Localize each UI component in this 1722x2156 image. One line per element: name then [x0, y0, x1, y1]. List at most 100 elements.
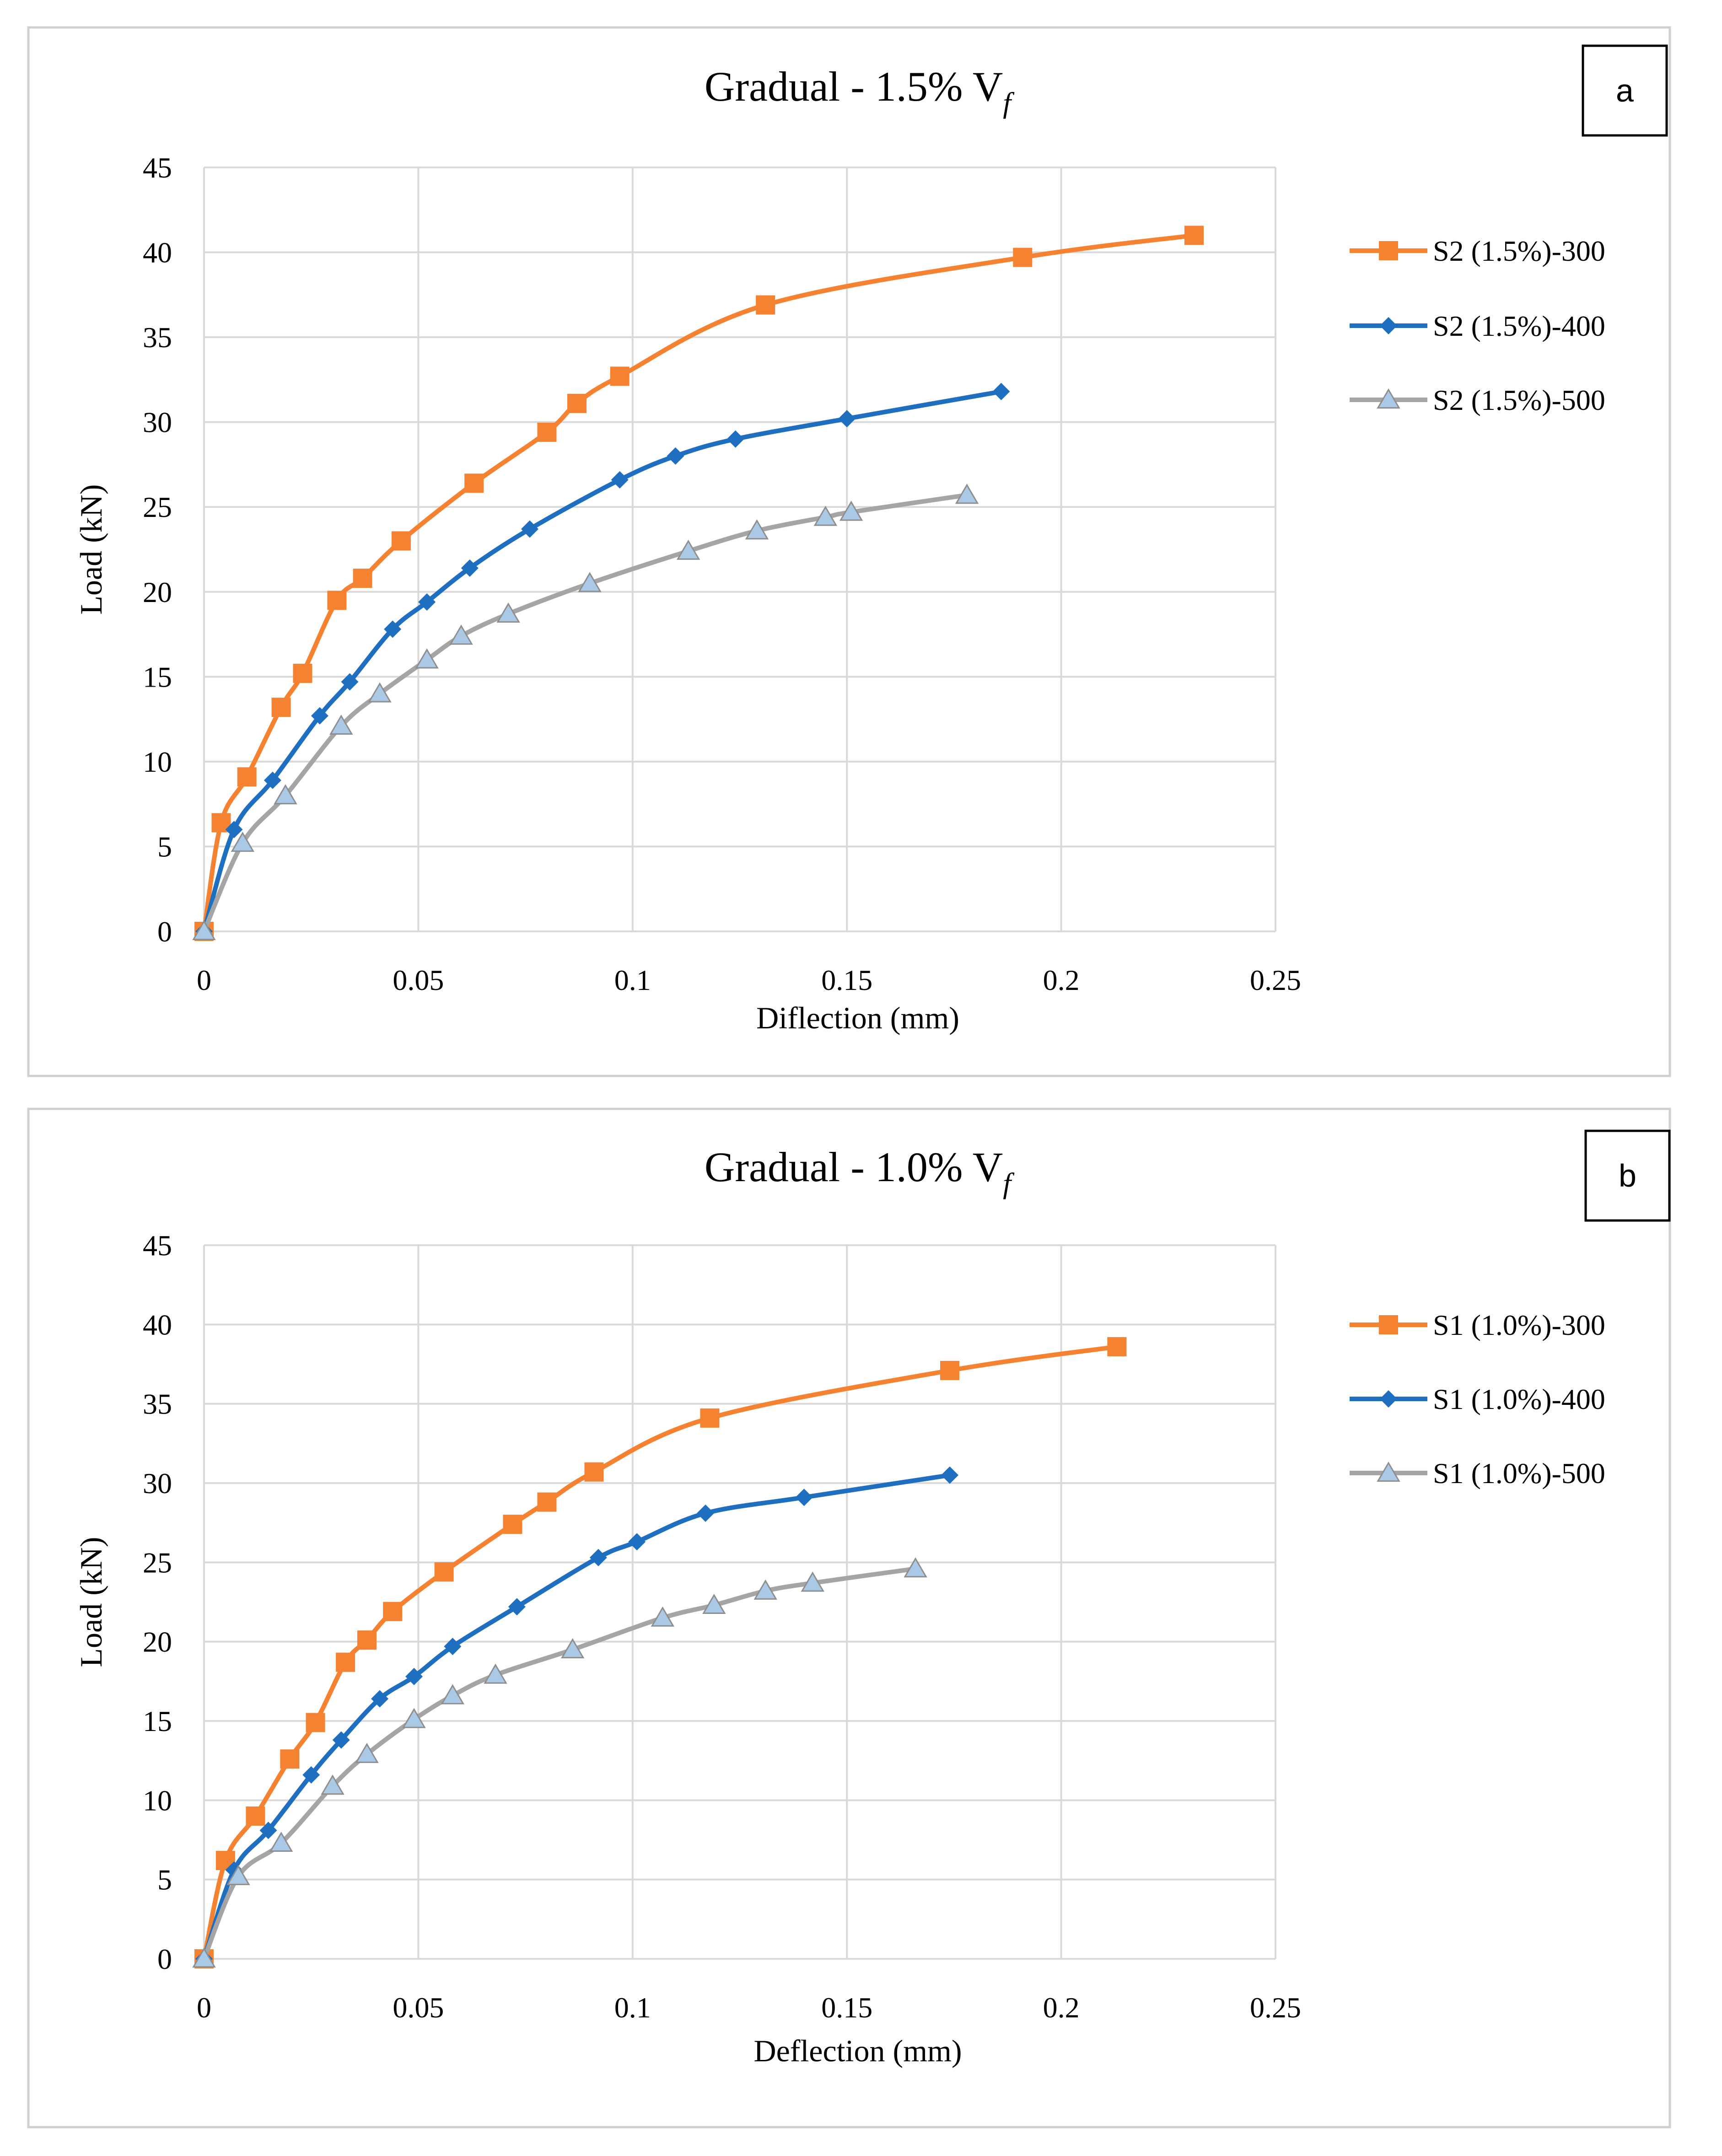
data-point: [1184, 226, 1204, 245]
data-point: [700, 1408, 720, 1428]
x-tick-label: 0.05: [393, 1991, 444, 2024]
x-axis-label: Diflection (mm): [756, 1000, 959, 1035]
data-point: [332, 1731, 350, 1749]
chart-panel-b: 0 5 10 15 20 25 30 35 40 45 0 0.05 0.1 0.15 0.2 0.25 Def…: [27, 1108, 1671, 2129]
y-tick-label: 40: [143, 237, 172, 269]
data-point: [537, 1492, 557, 1512]
data-point: [444, 1638, 462, 1656]
legend-marker: [1380, 317, 1397, 334]
panel-label: b: [1619, 1158, 1636, 1194]
series-line: [202, 233, 1196, 934]
data-point: [1013, 247, 1033, 267]
legend-label: S2 (1.5%)-500: [1433, 384, 1605, 416]
legend-marker: [1379, 1315, 1398, 1334]
data-point: [1107, 1337, 1127, 1356]
data-point: [503, 1515, 522, 1534]
data-point: [368, 682, 392, 703]
chart-panel-a: 0 5 10 15 20 25 30 35 40 45 0 0.05 0.1 0.15 0.2 0.25 Dif…: [27, 26, 1671, 1077]
x-tick-label: 0.2: [1043, 964, 1080, 996]
series-1: [194, 226, 1204, 941]
data-point: [537, 422, 557, 442]
data-point: [611, 471, 629, 489]
data-point: [578, 572, 602, 592]
data-point: [753, 1579, 777, 1600]
y-tick-label: 20: [143, 1626, 172, 1658]
legend-marker: [1379, 241, 1398, 260]
data-point: [801, 1571, 824, 1592]
legend-label: S1 (1.0%)-300: [1433, 1309, 1605, 1341]
data-point: [415, 648, 439, 669]
data-point: [726, 430, 744, 448]
data-point: [697, 1504, 715, 1522]
chart-title: Gradual - 1.0% Vf: [705, 1144, 1015, 1199]
data-point: [567, 393, 587, 413]
x-tick-label: 0.25: [1250, 1991, 1301, 2024]
y-tick-label: 30: [143, 406, 172, 439]
data-point: [441, 1684, 465, 1704]
data-point: [357, 1630, 377, 1650]
data-point: [293, 663, 312, 683]
chart-title-main: Gradual - 1.5% V: [705, 63, 1003, 110]
data-point: [484, 1663, 507, 1684]
data-point: [259, 1822, 277, 1839]
data-point: [521, 520, 538, 538]
data-point: [231, 832, 255, 852]
data-point: [839, 500, 863, 521]
y-tick-label: 0: [157, 1943, 172, 1975]
data-point: [992, 382, 1010, 400]
legend-marker: [1377, 388, 1400, 409]
data-point: [302, 1766, 320, 1784]
data-point: [355, 1742, 379, 1763]
legend-entry: S2 (1.5%)-400: [1350, 310, 1605, 342]
data-point: [336, 1652, 355, 1672]
data-point: [702, 1593, 726, 1614]
data-point: [584, 1462, 604, 1482]
data-point: [560, 1638, 585, 1659]
y-tick-label: 45: [143, 1229, 172, 1262]
legend-marker: [1377, 1462, 1400, 1482]
data-point: [676, 539, 700, 560]
data-point: [192, 920, 216, 941]
data-point: [371, 1690, 389, 1708]
data-point: [955, 484, 979, 504]
x-tick-label: 0: [197, 1991, 211, 2024]
data-point: [496, 602, 520, 623]
y-tick-label: 25: [143, 491, 172, 523]
y-tick-label: 25: [143, 1546, 172, 1579]
data-point: [589, 1548, 607, 1566]
data-point: [795, 1489, 813, 1506]
data-point: [269, 1831, 293, 1852]
data-point: [192, 1947, 216, 1968]
x-tick-label: 0.1: [614, 964, 651, 996]
data-point: [449, 624, 473, 645]
x-tick-label: 0.15: [821, 964, 872, 996]
data-point: [383, 1602, 403, 1621]
y-tick-label: 20: [143, 576, 172, 608]
data-point: [280, 1749, 300, 1769]
data-point: [264, 771, 281, 789]
legend-label: S2 (1.5%)-300: [1433, 235, 1605, 267]
data-point: [651, 1606, 675, 1627]
data-point: [418, 593, 436, 611]
y-axis-label: Load (kN): [74, 1537, 108, 1667]
data-point: [225, 821, 243, 839]
panel-frame: [27, 1108, 1671, 2129]
y-axis-label: Load (kN): [74, 484, 108, 614]
panel-label: a: [1616, 73, 1634, 108]
series-3: [192, 484, 979, 941]
data-point: [610, 366, 630, 386]
chart-title-main: Gradual - 1.0% V: [705, 1144, 1003, 1190]
series-3: [192, 1557, 927, 1968]
data-point: [756, 295, 775, 315]
data-point: [940, 1360, 960, 1380]
data-point: [508, 1598, 526, 1616]
data-point: [391, 531, 411, 551]
data-point: [321, 1774, 344, 1795]
data-point: [327, 591, 347, 610]
legend-label: S1 (1.0%)-500: [1433, 1457, 1605, 1489]
data-point: [434, 1562, 454, 1582]
panel-frame: [27, 26, 1671, 1077]
panel-label-box: [1584, 1129, 1671, 1222]
data-point: [384, 620, 402, 638]
